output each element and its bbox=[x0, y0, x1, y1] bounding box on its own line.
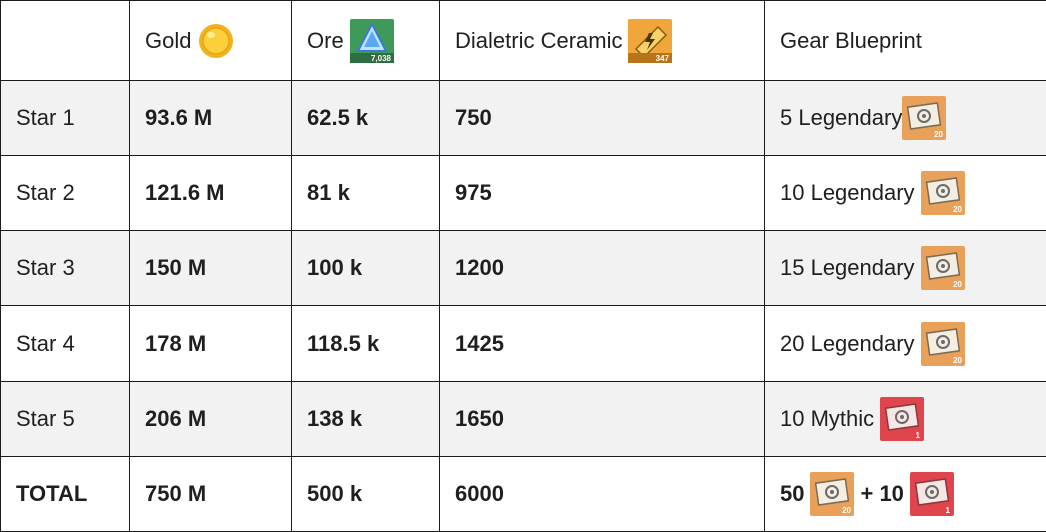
corner-cell bbox=[0, 0, 130, 81]
ore-crystal-icon: 7,038 bbox=[349, 18, 394, 63]
gold-header-label: Gold bbox=[145, 27, 192, 53]
ceramic-value: 975 bbox=[439, 155, 765, 232]
total-blueprint-mythic-count: + 10 bbox=[860, 480, 904, 506]
blueprint-badge: 1 bbox=[916, 431, 921, 440]
gold-value: 178 M bbox=[129, 305, 292, 382]
ceramic-icon: 347 bbox=[628, 18, 673, 63]
legendary-blueprint-icon: 20 bbox=[902, 96, 947, 141]
gold-coin-icon bbox=[199, 23, 234, 58]
blueprint-cell: 10 Legendary 20 bbox=[764, 155, 1046, 232]
row-label: Star 4 bbox=[0, 305, 130, 382]
total-ore: 500 k bbox=[291, 455, 440, 532]
mythic-blueprint-icon: 1 bbox=[880, 396, 925, 441]
legendary-blueprint-icon: 20 bbox=[810, 471, 855, 516]
ceramic-value: 1200 bbox=[439, 230, 765, 307]
blueprint-cell: 15 Legendary 20 bbox=[764, 230, 1046, 307]
ceramic-badge: 347 bbox=[656, 54, 670, 63]
row-label: Star 5 bbox=[0, 380, 130, 457]
blueprint-cell: 5 Legendary 20 bbox=[764, 79, 1046, 157]
gold-header: Gold bbox=[129, 0, 292, 81]
table-row: Star 3 150 M 100 k 1200 15 Legendary 20 bbox=[0, 230, 1046, 307]
total-blueprint-legendary-count: 50 bbox=[780, 480, 805, 506]
ore-badge: 7,038 bbox=[371, 54, 392, 63]
gold-value: 93.6 M bbox=[129, 79, 292, 157]
legendary-blueprint-icon: 20 bbox=[920, 321, 965, 366]
ore-header: Ore 7,038 bbox=[291, 0, 440, 81]
ore-value: 62.5 k bbox=[291, 79, 440, 157]
legendary-blueprint-icon: 20 bbox=[920, 246, 965, 291]
blueprint-cell: 10 Mythic 1 bbox=[764, 380, 1046, 457]
ceramic-header: Dialetric Ceramic 347 bbox=[439, 0, 765, 81]
total-row: TOTAL 750 M 500 k 6000 50 20 + 10 bbox=[0, 455, 1046, 532]
blueprint-badge: 20 bbox=[953, 280, 962, 289]
total-label: TOTAL bbox=[0, 455, 130, 532]
ceramic-value: 1650 bbox=[439, 380, 765, 457]
row-label: Star 1 bbox=[0, 79, 130, 157]
row-label: Star 2 bbox=[0, 155, 130, 232]
blueprint-value: 20 Legendary bbox=[780, 330, 915, 356]
ceramic-header-label: Dialetric Ceramic bbox=[455, 27, 623, 53]
blueprint-badge: 20 bbox=[843, 506, 852, 515]
blueprint-badge: 20 bbox=[953, 205, 962, 214]
ore-value: 81 k bbox=[291, 155, 440, 232]
blueprint-badge: 20 bbox=[953, 356, 962, 365]
table-row: Star 5 206 M 138 k 1650 10 Mythic 1 bbox=[0, 380, 1046, 457]
header-row: Gold Ore 7,038 bbox=[0, 0, 1046, 81]
gold-value: 121.6 M bbox=[129, 155, 292, 232]
total-gold: 750 M bbox=[129, 455, 292, 532]
table-row: Star 2 121.6 M 81 k 975 10 Legendary 20 bbox=[0, 155, 1046, 232]
ore-value: 118.5 k bbox=[291, 305, 440, 382]
blueprint-value: 10 Legendary bbox=[780, 180, 915, 206]
blueprint-badge: 1 bbox=[945, 506, 950, 515]
row-label: Star 3 bbox=[0, 230, 130, 307]
blueprint-value: 10 Mythic bbox=[780, 405, 875, 431]
total-blueprint-cell: 50 20 + 10 1 bbox=[764, 455, 1046, 532]
blueprint-header: Gear Blueprint bbox=[764, 0, 1046, 81]
legendary-blueprint-icon: 20 bbox=[920, 171, 965, 216]
ore-value: 138 k bbox=[291, 380, 440, 457]
gold-value: 150 M bbox=[129, 230, 292, 307]
blueprint-cell: 20 Legendary 20 bbox=[764, 305, 1046, 382]
blueprint-value: 5 Legendary bbox=[780, 105, 903, 131]
blueprint-value: 15 Legendary bbox=[780, 255, 915, 281]
ceramic-value: 1425 bbox=[439, 305, 765, 382]
mythic-blueprint-icon: 1 bbox=[909, 471, 954, 516]
ceramic-value: 750 bbox=[439, 79, 765, 157]
total-ceramic: 6000 bbox=[439, 455, 765, 532]
blueprint-badge: 20 bbox=[934, 130, 943, 139]
table-row: Star 4 178 M 118.5 k 1425 20 Legendary 2… bbox=[0, 305, 1046, 382]
gold-value: 206 M bbox=[129, 380, 292, 457]
ore-header-label: Ore bbox=[307, 27, 344, 53]
ore-value: 100 k bbox=[291, 230, 440, 307]
table-row: Star 1 93.6 M 62.5 k 750 5 Legendary 20 bbox=[0, 79, 1046, 157]
